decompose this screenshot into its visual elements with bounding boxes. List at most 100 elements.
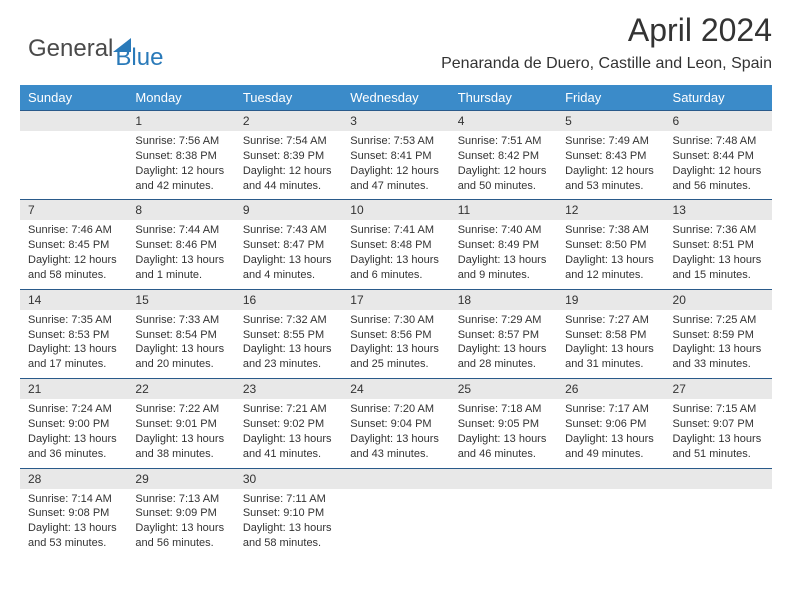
day-cell: Sunrise: 7:43 AMSunset: 8:47 PMDaylight:…: [235, 220, 342, 289]
day-cell: Sunrise: 7:51 AMSunset: 8:42 PMDaylight:…: [450, 131, 557, 200]
day-line: Sunset: 8:46 PM: [135, 238, 226, 253]
day-cell: Sunrise: 7:48 AMSunset: 8:44 PMDaylight:…: [665, 131, 772, 200]
content-row: Sunrise: 7:14 AMSunset: 9:08 PMDaylight:…: [20, 489, 772, 557]
day-line: Daylight: 13 hours: [350, 342, 441, 357]
day-cell: Sunrise: 7:22 AMSunset: 9:01 PMDaylight:…: [127, 399, 234, 468]
day-line: and 50 minutes.: [458, 179, 549, 194]
day-line: and 53 minutes.: [28, 536, 119, 551]
day-line: Sunrise: 7:33 AM: [135, 313, 226, 328]
day-cell: Sunrise: 7:44 AMSunset: 8:46 PMDaylight:…: [127, 220, 234, 289]
day-number: 8: [127, 200, 234, 221]
day-line: Daylight: 13 hours: [673, 342, 764, 357]
day-line: Sunrise: 7:11 AM: [243, 492, 334, 507]
day-number: 15: [127, 289, 234, 310]
day-line: Sunset: 9:09 PM: [135, 506, 226, 521]
day-line: and 58 minutes.: [28, 268, 119, 283]
daynum-row: 282930: [20, 468, 772, 489]
day-number: 5: [557, 111, 664, 132]
day-line: Sunset: 8:42 PM: [458, 149, 549, 164]
day-cell: Sunrise: 7:46 AMSunset: 8:45 PMDaylight:…: [20, 220, 127, 289]
day-number: 4: [450, 111, 557, 132]
day-line: Sunrise: 7:54 AM: [243, 134, 334, 149]
page-title: April 2024: [441, 12, 772, 49]
day-line: Daylight: 13 hours: [565, 432, 656, 447]
day-cell: Sunrise: 7:18 AMSunset: 9:05 PMDaylight:…: [450, 399, 557, 468]
day-line: Daylight: 13 hours: [28, 521, 119, 536]
day-cell: [342, 489, 449, 557]
day-line: Daylight: 13 hours: [135, 432, 226, 447]
day-number: 7: [20, 200, 127, 221]
day-line: and 36 minutes.: [28, 447, 119, 462]
logo-text-1: General: [28, 35, 113, 63]
day-line: Sunrise: 7:18 AM: [458, 402, 549, 417]
day-cell: Sunrise: 7:21 AMSunset: 9:02 PMDaylight:…: [235, 399, 342, 468]
day-line: and 42 minutes.: [135, 179, 226, 194]
day-line: and 23 minutes.: [243, 357, 334, 372]
day-cell: Sunrise: 7:20 AMSunset: 9:04 PMDaylight:…: [342, 399, 449, 468]
day-number: [450, 468, 557, 489]
day-line: Daylight: 13 hours: [243, 253, 334, 268]
day-cell: Sunrise: 7:30 AMSunset: 8:56 PMDaylight:…: [342, 310, 449, 379]
day-line: Sunrise: 7:25 AM: [673, 313, 764, 328]
day-cell: Sunrise: 7:27 AMSunset: 8:58 PMDaylight:…: [557, 310, 664, 379]
day-line: Daylight: 13 hours: [243, 432, 334, 447]
day-cell: [450, 489, 557, 557]
day-cell: Sunrise: 7:33 AMSunset: 8:54 PMDaylight:…: [127, 310, 234, 379]
weekday-header: Tuesday: [235, 85, 342, 111]
day-cell: Sunrise: 7:14 AMSunset: 9:08 PMDaylight:…: [20, 489, 127, 557]
day-number: 9: [235, 200, 342, 221]
day-line: Sunrise: 7:35 AM: [28, 313, 119, 328]
day-line: Sunset: 9:05 PM: [458, 417, 549, 432]
day-line: Daylight: 12 hours: [243, 164, 334, 179]
day-number: 11: [450, 200, 557, 221]
day-number: [557, 468, 664, 489]
day-cell: Sunrise: 7:24 AMSunset: 9:00 PMDaylight:…: [20, 399, 127, 468]
day-cell: Sunrise: 7:15 AMSunset: 9:07 PMDaylight:…: [665, 399, 772, 468]
day-cell: Sunrise: 7:53 AMSunset: 8:41 PMDaylight:…: [342, 131, 449, 200]
daynum-row: 78910111213: [20, 200, 772, 221]
day-line: Daylight: 13 hours: [458, 342, 549, 357]
content-row: Sunrise: 7:35 AMSunset: 8:53 PMDaylight:…: [20, 310, 772, 379]
day-line: Sunrise: 7:43 AM: [243, 223, 334, 238]
day-line: Daylight: 12 hours: [673, 164, 764, 179]
title-block: April 2024 Penaranda de Duero, Castille …: [441, 12, 772, 73]
day-number: 28: [20, 468, 127, 489]
day-line: and 47 minutes.: [350, 179, 441, 194]
day-line: Sunrise: 7:27 AM: [565, 313, 656, 328]
day-line: and 20 minutes.: [135, 357, 226, 372]
day-line: Daylight: 13 hours: [135, 253, 226, 268]
day-line: Daylight: 13 hours: [458, 432, 549, 447]
day-number: 23: [235, 379, 342, 400]
day-line: Sunset: 8:49 PM: [458, 238, 549, 253]
day-line: Sunrise: 7:14 AM: [28, 492, 119, 507]
day-line: Sunrise: 7:24 AM: [28, 402, 119, 417]
day-number: 1: [127, 111, 234, 132]
day-line: Sunset: 8:41 PM: [350, 149, 441, 164]
day-number: 22: [127, 379, 234, 400]
day-line: Sunset: 9:10 PM: [243, 506, 334, 521]
daynum-row: 14151617181920: [20, 289, 772, 310]
day-line: Sunrise: 7:29 AM: [458, 313, 549, 328]
content-row: Sunrise: 7:56 AMSunset: 8:38 PMDaylight:…: [20, 131, 772, 200]
weekday-header: Saturday: [665, 85, 772, 111]
day-line: Daylight: 12 hours: [28, 253, 119, 268]
day-line: Sunset: 9:00 PM: [28, 417, 119, 432]
weekday-header: Friday: [557, 85, 664, 111]
day-line: Sunrise: 7:40 AM: [458, 223, 549, 238]
day-line: Daylight: 13 hours: [243, 342, 334, 357]
day-line: and 31 minutes.: [565, 357, 656, 372]
day-line: and 51 minutes.: [673, 447, 764, 462]
day-line: and 4 minutes.: [243, 268, 334, 283]
weekday-header: Thursday: [450, 85, 557, 111]
day-line: Daylight: 13 hours: [350, 253, 441, 268]
day-line: Daylight: 13 hours: [565, 253, 656, 268]
day-number: 27: [665, 379, 772, 400]
day-number: 19: [557, 289, 664, 310]
day-line: and 46 minutes.: [458, 447, 549, 462]
day-line: and 43 minutes.: [350, 447, 441, 462]
day-line: and 56 minutes.: [673, 179, 764, 194]
daynum-row: 21222324252627: [20, 379, 772, 400]
day-line: Sunrise: 7:49 AM: [565, 134, 656, 149]
day-cell: Sunrise: 7:56 AMSunset: 8:38 PMDaylight:…: [127, 131, 234, 200]
day-line: Daylight: 13 hours: [673, 253, 764, 268]
